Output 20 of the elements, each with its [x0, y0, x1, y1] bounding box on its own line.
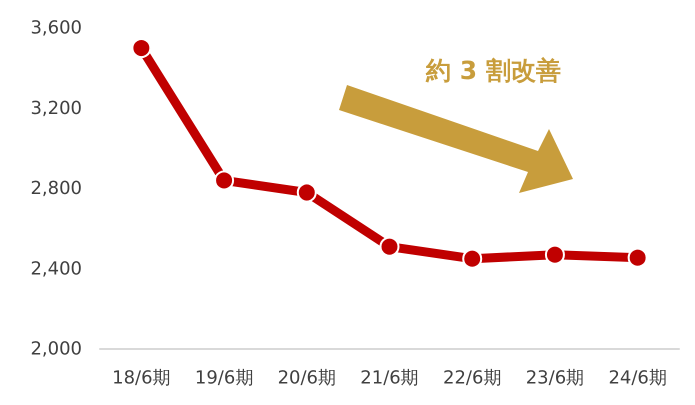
- x-tick-label: 22/6期: [443, 368, 502, 388]
- y-tick-label: 2,800: [30, 178, 82, 199]
- point: [296, 182, 317, 203]
- y-tick-label: 3,200: [30, 98, 82, 119]
- point: [131, 38, 152, 58]
- y-tick-label: 2,000: [30, 338, 82, 360]
- point: [628, 248, 648, 268]
- x-tick-label: 20/6期: [278, 368, 336, 388]
- y-tick-label: 2,400: [30, 258, 82, 280]
- point: [214, 170, 234, 190]
- x-tick-label: 18/6期: [112, 368, 171, 388]
- point: [462, 248, 482, 269]
- point: [380, 236, 400, 257]
- x-tick-label: 19/6期: [194, 368, 254, 388]
- x-tick-label: 21/6期: [360, 368, 419, 388]
- y-tick-label: 3,600: [30, 18, 82, 38]
- x-tick-label: 23/6期: [526, 368, 584, 388]
- x-tick-label: 24/6期: [608, 368, 667, 388]
- annotation: 約 3 割改善: [425, 56, 561, 85]
- point: [544, 244, 565, 265]
